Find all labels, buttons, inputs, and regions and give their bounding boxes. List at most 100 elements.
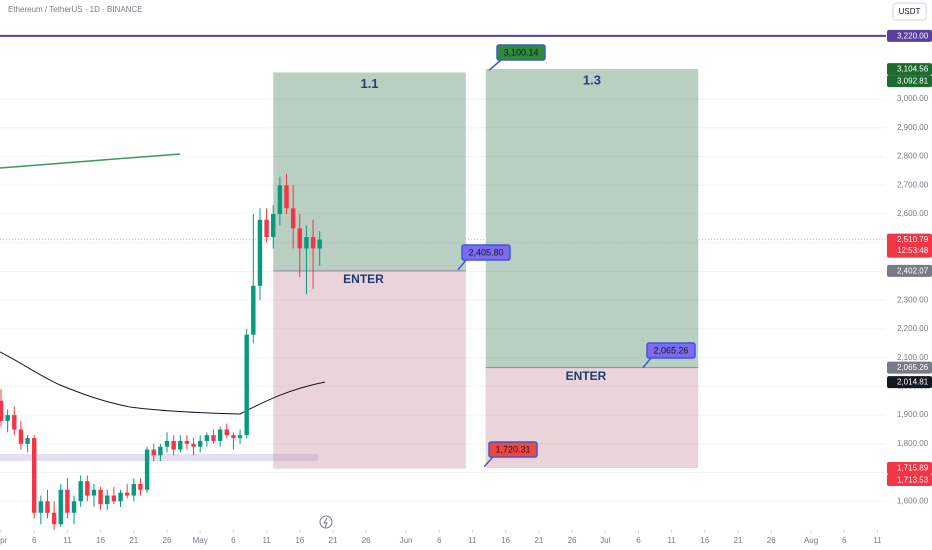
- y-tick-label: 2,200.00: [897, 324, 929, 333]
- candle-body: [65, 489, 70, 513]
- callout-label: 3,100.14: [503, 47, 538, 57]
- x-tick-label: 21: [129, 536, 138, 545]
- x-tick-label: 26: [568, 536, 577, 545]
- price-label: 2,402.07: [897, 266, 929, 275]
- candle-body: [171, 440, 176, 450]
- x-tick-label: 21: [534, 536, 543, 545]
- x-tick-label: 6: [842, 536, 847, 545]
- candle-body: [32, 438, 37, 513]
- candle-body: [310, 236, 316, 249]
- callout-box: [461, 244, 511, 261]
- candle-body: [45, 501, 50, 513]
- trend-line: [0, 153, 181, 169]
- callout-box: [488, 441, 538, 458]
- price-label-box: [887, 473, 932, 486]
- candle-body: [138, 484, 143, 490]
- callout-box: [496, 44, 546, 61]
- candle-body: [51, 512, 57, 525]
- candle-body: [237, 435, 243, 439]
- candle-body: [244, 334, 249, 436]
- y-tick-label: 2,600.00: [897, 209, 929, 218]
- candle-body: [18, 429, 24, 444]
- candle-body: [284, 185, 289, 209]
- price-label: 3,220.00: [897, 32, 929, 41]
- candle-body: [12, 415, 17, 430]
- support-band: [0, 454, 318, 461]
- price-label-box: [887, 461, 932, 474]
- x-tick-label: 21: [734, 536, 743, 545]
- profit-zone: [485, 69, 699, 368]
- price-label-box: [887, 63, 932, 76]
- callout-leader: [642, 357, 652, 369]
- x-tick-label: 6: [636, 536, 641, 545]
- x-tick-label: 11: [667, 536, 676, 545]
- y-tick-label: 2,700.00: [897, 180, 929, 189]
- x-tick-label: 16: [96, 536, 105, 545]
- position-title: 1.3: [583, 73, 601, 88]
- x-tick-label: Apr: [0, 536, 8, 545]
- candle-body: [71, 501, 77, 513]
- candle-body: [211, 435, 216, 441]
- currency-label[interactable]: USDT: [899, 7, 921, 16]
- candle-body: [98, 489, 103, 505]
- candle-body: [178, 440, 183, 450]
- candle-body: [198, 440, 203, 447]
- x-tick-label: Aug: [804, 536, 818, 545]
- price-label-box: [887, 75, 932, 88]
- y-tick-label: 1,800.00: [897, 439, 929, 448]
- y-tick-label: 1,600.00: [897, 496, 929, 505]
- x-tick-label: 11: [262, 536, 271, 545]
- callout-leader: [457, 259, 467, 271]
- price-label-box: [887, 233, 932, 258]
- candle-body: [277, 185, 283, 215]
- candle-body: [251, 285, 256, 335]
- x-tick-label: Jul: [600, 536, 610, 545]
- moving-average: [0, 351, 326, 415]
- candle-body: [5, 415, 10, 421]
- candle-body: [91, 489, 97, 496]
- x-tick-label: 6: [231, 536, 236, 545]
- y-tick-label: 2,100.00: [897, 353, 929, 362]
- candle-body: [224, 429, 229, 436]
- x-tick-label: 21: [329, 536, 338, 545]
- entry-label: ENTER: [343, 272, 384, 286]
- callout-label: 2,405.80: [468, 247, 503, 257]
- price-label-box: [887, 264, 932, 277]
- candle-body: [158, 446, 163, 456]
- price-label-box: [887, 376, 932, 389]
- x-tick-label: 11: [873, 536, 882, 545]
- x-tick-label: 6: [32, 536, 37, 545]
- callout-label: 2,065.26: [653, 345, 688, 355]
- price-label: 2,510.79: [897, 235, 929, 244]
- price-label: 1,713.53: [897, 476, 929, 485]
- callout-box: [646, 342, 696, 359]
- x-tick-label: 16: [501, 536, 510, 545]
- position-title: 1.1: [360, 76, 378, 91]
- candle-body: [191, 443, 196, 447]
- candle-body: [290, 208, 296, 229]
- candle-body: [58, 489, 63, 525]
- currency-button[interactable]: [892, 2, 927, 21]
- symbol-title: Ethereum / TetherUS · 1D · BINANCE: [8, 5, 143, 14]
- events-icon[interactable]: [319, 515, 333, 529]
- candle-body: [217, 429, 223, 441]
- x-tick-label: 11: [63, 536, 72, 545]
- price-label: 2,065.26: [897, 363, 929, 372]
- time-axis: [0, 530, 886, 550]
- candle-body: [78, 481, 83, 502]
- candle-body: [124, 492, 130, 496]
- callout-label: 1,720.31: [495, 444, 530, 454]
- y-tick-label: 2,900.00: [897, 123, 929, 132]
- countdown: 12:53:48: [897, 246, 929, 255]
- candle-body: [111, 495, 117, 502]
- candle-body: [204, 435, 210, 441]
- entry-label: ENTER: [566, 369, 607, 383]
- candle-body: [38, 501, 44, 513]
- price-label: 3,104.56: [897, 65, 929, 74]
- price-label: 1,715.89: [897, 464, 929, 473]
- price-label-box: [887, 361, 932, 374]
- x-tick-label: 6: [437, 536, 442, 545]
- events-icon-bolt: [323, 517, 328, 528]
